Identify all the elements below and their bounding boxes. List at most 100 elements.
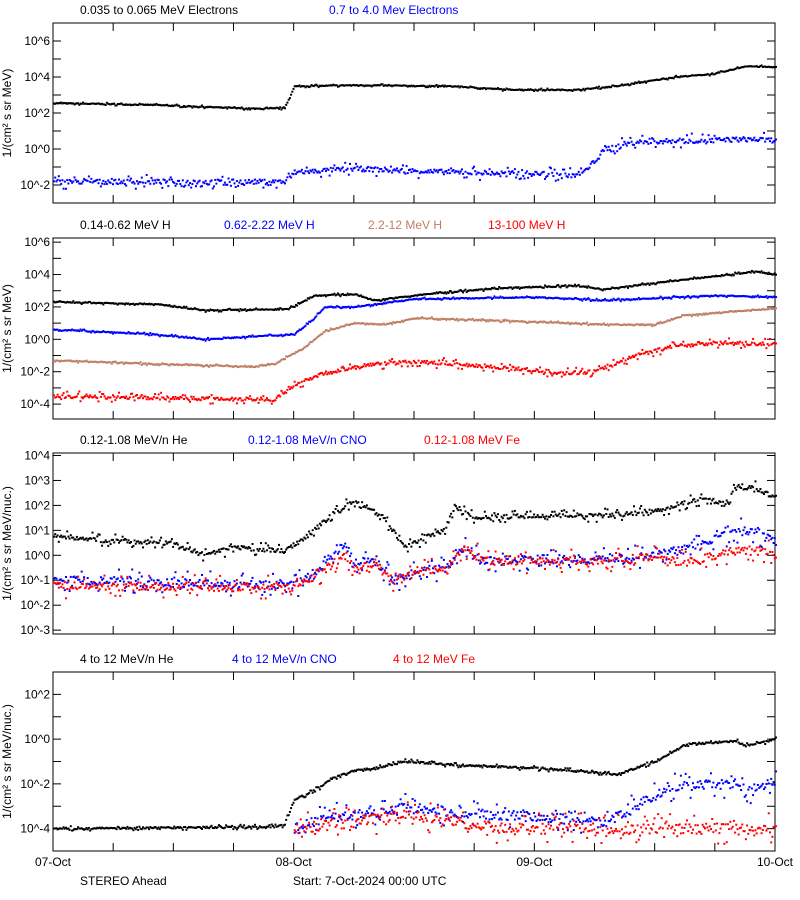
data-point (399, 168, 402, 171)
data-point (164, 104, 167, 107)
data-point (569, 373, 572, 376)
data-point (572, 322, 575, 325)
data-point (399, 540, 402, 542)
data-point (241, 365, 244, 368)
data-point (136, 394, 138, 396)
data-point (588, 87, 591, 90)
data-point (379, 84, 382, 87)
data-point (435, 531, 438, 534)
data-point (646, 350, 649, 353)
data-point (466, 289, 469, 292)
data-point (124, 589, 126, 592)
data-point (158, 103, 161, 106)
data-point (382, 170, 385, 173)
data-point (97, 102, 100, 105)
data-point (464, 537, 467, 540)
data-point (773, 139, 776, 142)
data-point (169, 105, 172, 108)
data-point (68, 178, 71, 181)
data-point (590, 87, 593, 90)
data-point (748, 309, 751, 312)
data-point (394, 532, 397, 535)
data-point (587, 87, 590, 90)
data-point (104, 180, 107, 183)
data-point (340, 167, 343, 170)
data-point (705, 312, 708, 315)
data-point (246, 396, 249, 399)
data-point (586, 321, 589, 324)
data-point (439, 318, 442, 321)
data-point (617, 361, 620, 364)
data-point (580, 89, 583, 92)
data-point (403, 84, 406, 87)
data-point (560, 177, 563, 180)
data-point (255, 553, 258, 556)
data-point (748, 485, 751, 487)
data-point (728, 310, 731, 313)
data-point (139, 103, 142, 106)
data-point (239, 107, 242, 110)
data-point (412, 561, 415, 564)
data-point (423, 360, 426, 362)
data-point (641, 81, 644, 84)
data-point (77, 329, 80, 332)
data-point (619, 553, 622, 556)
data-point (619, 324, 622, 327)
data-point (275, 362, 278, 365)
data-point (178, 179, 181, 182)
data-point (448, 318, 451, 321)
data-point (725, 272, 728, 275)
data-point (720, 139, 723, 142)
data-point (529, 555, 532, 558)
data-point (623, 83, 626, 86)
data-point (503, 172, 505, 175)
data-point (738, 309, 741, 312)
data-point (475, 297, 478, 300)
data-point (541, 370, 544, 373)
data-point (769, 495, 771, 498)
data-point (326, 558, 329, 561)
data-point (264, 308, 267, 311)
data-point (534, 285, 537, 288)
data-point (572, 173, 575, 176)
data-point (373, 167, 376, 170)
data-point (377, 84, 380, 87)
data-point (438, 359, 441, 362)
data-point (310, 533, 313, 536)
data-point (74, 329, 77, 332)
data-point (235, 546, 238, 549)
data-point (210, 394, 213, 397)
data-point (435, 291, 438, 294)
data-point (657, 508, 660, 510)
data-point (635, 141, 638, 144)
data-point (325, 329, 327, 332)
data-point (158, 335, 161, 338)
data-point (344, 542, 347, 545)
data-point (677, 345, 680, 347)
data-point (353, 564, 356, 567)
data-point (459, 549, 462, 552)
data-point (161, 303, 164, 306)
data-point (647, 353, 650, 356)
data-point (667, 346, 670, 349)
data-point (654, 146, 657, 148)
data-point (63, 329, 66, 332)
y-tick-label: 10^-3 (20, 623, 50, 637)
data-point (148, 542, 151, 545)
data-point (83, 301, 86, 304)
data-point (233, 398, 236, 400)
data-point (688, 277, 691, 280)
data-point (173, 576, 176, 579)
data-point (608, 148, 611, 151)
data-point (521, 286, 524, 289)
data-point (548, 89, 551, 92)
data-point (718, 137, 721, 139)
data-point (649, 79, 652, 82)
data-point (611, 144, 614, 147)
data-point (606, 363, 609, 366)
data-point (604, 86, 607, 89)
data-point (127, 302, 130, 305)
data-point (566, 285, 569, 288)
data-point (512, 89, 515, 91)
data-point (385, 363, 388, 366)
